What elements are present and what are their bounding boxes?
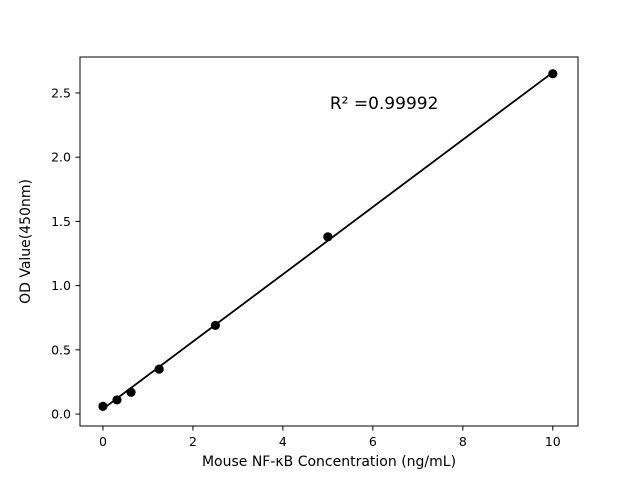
- data-point: [323, 232, 333, 242]
- plot-area: 0 2 4 6 8 10 0.0 0.5 1.0 1.5 2.0 2.5: [51, 56, 579, 449]
- y-axis-label: OD Value(450nm): [18, 179, 34, 304]
- data-point: [126, 387, 136, 397]
- r-squared-annotation: R² =0.99992: [330, 94, 439, 114]
- y-tick-label: 0.5: [51, 342, 71, 357]
- x-tick-label: 0: [99, 434, 107, 449]
- x-tick-label: 4: [279, 434, 287, 449]
- x-tick-label: 8: [459, 434, 467, 449]
- data-point: [98, 401, 108, 411]
- x-tick-label: 10: [545, 434, 561, 449]
- data-point: [548, 69, 558, 79]
- y-tick-label: 2.5: [51, 85, 71, 100]
- x-tick-label: 6: [369, 434, 377, 449]
- data-point: [210, 320, 221, 331]
- y-tick-label: 0.0: [51, 407, 71, 422]
- y-tick-label: 1.0: [51, 278, 71, 293]
- data-point: [112, 395, 122, 405]
- axes-frame: [79, 56, 579, 427]
- y-tick-label: 2.0: [51, 150, 71, 165]
- y-tick-label: 1.5: [51, 214, 71, 229]
- x-axis-label: Mouse NF-κB Concentration (ng/mL): [202, 454, 456, 470]
- data-point: [154, 364, 164, 374]
- x-tick-label: 2: [189, 434, 197, 449]
